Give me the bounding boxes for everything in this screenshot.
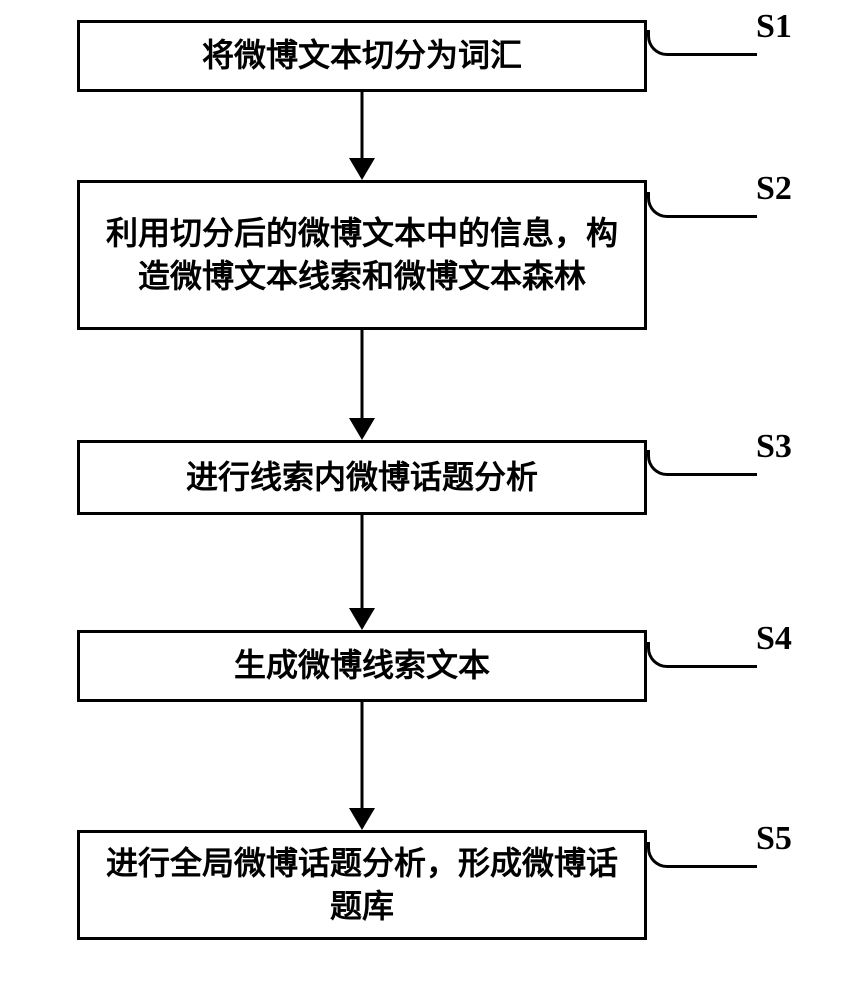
- step-text-s1: 将微博文本切分为词汇: [202, 34, 522, 77]
- label-connector-s1: [647, 30, 757, 56]
- step-box-s5: 进行全局微博话题分析，形成微博话题库: [77, 830, 647, 940]
- label-connector-s4: [647, 642, 757, 668]
- step-box-s4: 生成微博线索文本: [77, 630, 647, 702]
- step-text-s2: 利用切分后的微博文本中的信息，构造微博文本线索和微博文本森林: [96, 212, 628, 298]
- flowchart-container: 将微博文本切分为词汇 S1 利用切分后的微博文本中的信息，构造微博文本线索和微博…: [0, 0, 867, 1000]
- step-label-s4: S4: [756, 620, 792, 658]
- step-text-s3: 进行线索内微博话题分析: [186, 456, 538, 499]
- step-label-s3: S3: [756, 428, 792, 466]
- step-box-s3: 进行线索内微博话题分析: [77, 440, 647, 515]
- step-label-s2: S2: [756, 170, 792, 208]
- step-box-s1: 将微博文本切分为词汇: [77, 20, 647, 92]
- step-label-s1: S1: [756, 8, 792, 46]
- step-text-s4: 生成微博线索文本: [234, 644, 490, 687]
- label-connector-s2: [647, 192, 757, 218]
- label-connector-s5: [647, 842, 757, 868]
- step-label-s5: S5: [756, 820, 792, 858]
- step-box-s2: 利用切分后的微博文本中的信息，构造微博文本线索和微博文本森林: [77, 180, 647, 330]
- label-connector-s3: [647, 450, 757, 476]
- step-text-s5: 进行全局微博话题分析，形成微博话题库: [96, 842, 628, 928]
